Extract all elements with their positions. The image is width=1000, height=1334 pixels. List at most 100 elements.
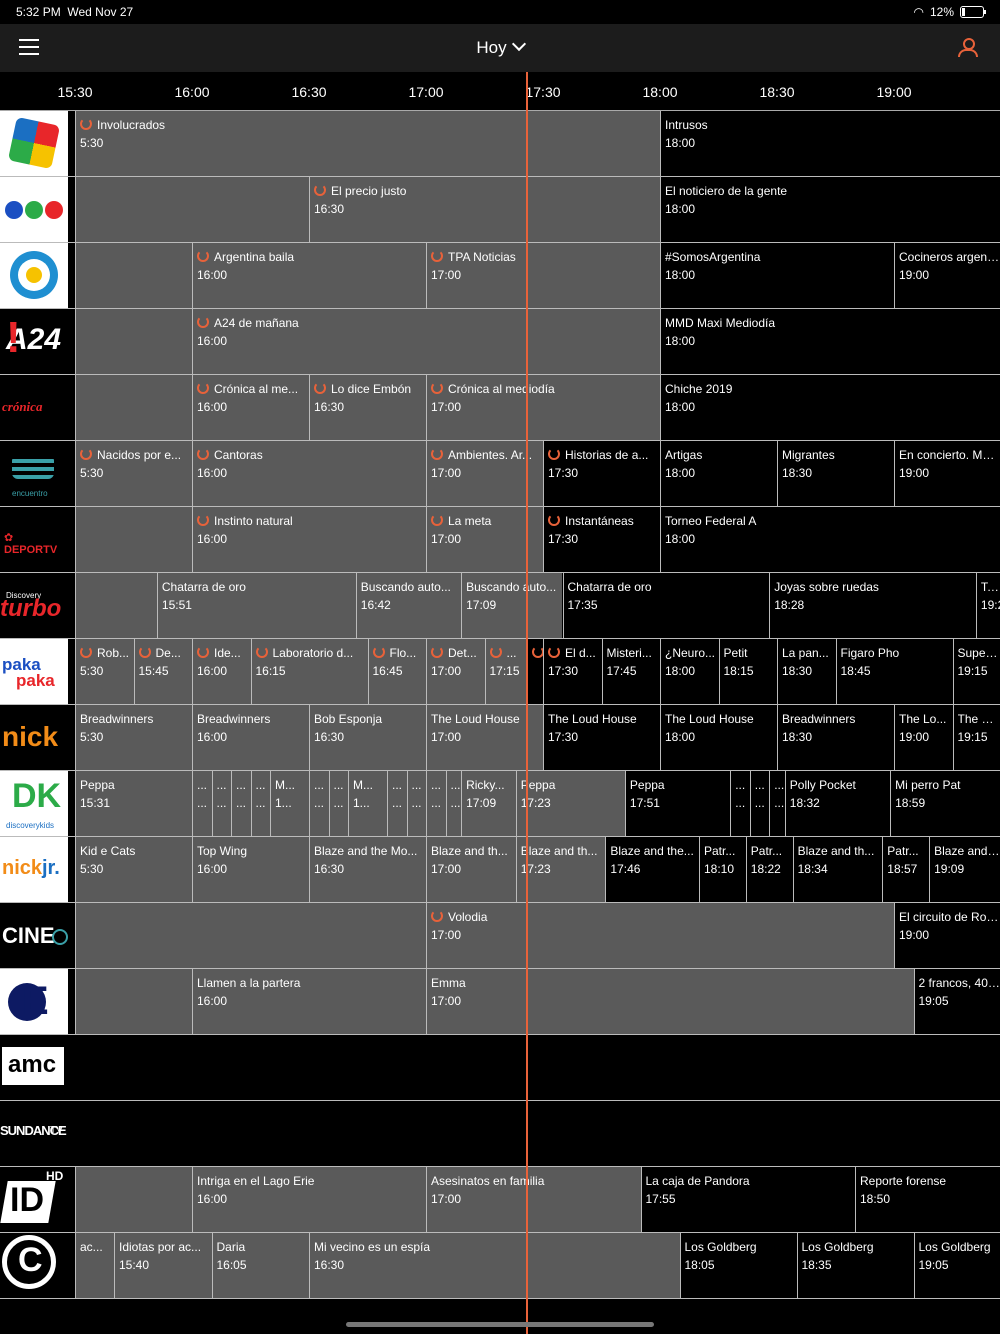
program-cell[interactable]: Polly Pocket 18:32: [784, 771, 891, 836]
program-cell[interactable]: ......: [250, 771, 270, 836]
program-cell[interactable]: ......: [387, 771, 407, 836]
program-cell[interactable]: A24 de mañana 16:00: [192, 309, 660, 374]
program-cell[interactable]: Flo... 16:45: [367, 639, 426, 704]
amc-icon[interactable]: amc: [0, 1035, 68, 1100]
el-trece-icon[interactable]: [0, 177, 68, 242]
home-indicator[interactable]: [346, 1322, 654, 1327]
program-cell[interactable]: Llamen a la partera 16:00: [192, 969, 426, 1034]
program-cell[interactable]: Intriga en el Lago Erie 16:00: [192, 1167, 426, 1232]
program-cell[interactable]: Chatarra de oro 15:51: [156, 573, 356, 638]
program-cell[interactable]: Chiche 2019 18:00: [660, 375, 1000, 440]
program-cell[interactable]: El d... 17:30: [543, 639, 602, 704]
tv-publica-icon[interactable]: [0, 243, 68, 308]
program-cell[interactable]: Superi... 19:15: [952, 639, 1000, 704]
program-cell[interactable]: Bob Esponja 16:30: [309, 705, 426, 770]
program-cell[interactable]: ¿Neuro... 18:00: [660, 639, 719, 704]
program-cell[interactable]: En concierto. Música 19:00: [894, 441, 1000, 506]
program-cell[interactable]: Argentina baila 16:00: [192, 243, 426, 308]
program-cell[interactable]: Det... 17:00: [426, 639, 485, 704]
program-cell[interactable]: #SomosArgentina 18:00: [660, 243, 894, 308]
program-cell[interactable]: ......: [445, 771, 462, 836]
nick-jr-icon[interactable]: nick jr.: [0, 837, 68, 902]
pakapaka-icon[interactable]: paka paka: [0, 639, 68, 704]
epg-grid[interactable]: Involucrados 5:30 Intrusos 18:00 El precio j…: [0, 111, 1000, 1311]
program-cell[interactable]: Blaze and th... 17:00: [426, 837, 516, 902]
program-cell[interactable]: Emma 17:00: [426, 969, 914, 1034]
program-cell[interactable]: ......: [426, 771, 446, 836]
program-cell[interactable]: Cocineros argentinos 19:00: [894, 243, 1000, 308]
program-cell[interactable]: ac...: [75, 1233, 114, 1298]
program-cell[interactable]: Joyas sobre ruedas 18:28: [769, 573, 976, 638]
day-selector[interactable]: Hoy: [0, 36, 1000, 58]
program-cell[interactable]: Daria 16:05: [211, 1233, 309, 1298]
program-cell[interactable]: Historias de a... 17:30: [543, 441, 660, 506]
program-cell[interactable]: Top Wing 16:00: [192, 837, 309, 902]
encuentro-icon[interactable]: encuentro: [0, 441, 68, 506]
program-cell[interactable]: Artigas 18:00: [660, 441, 777, 506]
program-cell[interactable]: La meta 17:00: [426, 507, 543, 572]
user-profile-icon[interactable]: [958, 38, 978, 58]
program-cell[interactable]: El circuito de Román 19:00: [894, 903, 1000, 968]
a24-icon[interactable]: A24!: [0, 309, 68, 374]
program-cell[interactable]: Ide... 16:00: [192, 639, 251, 704]
program-cell[interactable]: Ambientes. Ar... 17:00: [426, 441, 543, 506]
program-cell[interactable]: Mi vecino es un espía 16:30: [309, 1233, 680, 1298]
program-cell[interactable]: Intrusos 18:00: [660, 111, 1000, 176]
program-cell[interactable]: ......: [328, 771, 348, 836]
telefe-icon[interactable]: [0, 111, 68, 176]
program-cell[interactable]: ......: [231, 771, 251, 836]
program-cell[interactable]: El noticiero de la gente 18:00: [660, 177, 992, 242]
program-cell[interactable]: Breadwinners 18:30: [777, 705, 894, 770]
canal-e-icon[interactable]: E: [0, 969, 68, 1034]
program-cell[interactable]: Los Goldberg 19:05: [913, 1233, 1000, 1298]
program-cell[interactable]: Buscando auto... 17:09: [461, 573, 563, 638]
cine-ar-icon[interactable]: CINE: [0, 903, 68, 968]
program-cell[interactable]: Lo dice Embón 16:30: [309, 375, 426, 440]
program-cell[interactable]: Migrantes 18:30: [777, 441, 894, 506]
program-cell[interactable]: Volodia 17:00: [426, 903, 894, 968]
program-cell[interactable]: The Loud House 17:30: [543, 705, 660, 770]
program-cell[interactable]: Petit 18:15: [718, 639, 777, 704]
program-cell[interactable]: The Loud House 18:00: [660, 705, 777, 770]
program-cell[interactable]: ......: [730, 771, 750, 836]
program-cell[interactable]: The Loud House 17:00: [426, 705, 543, 770]
sundance-tv-icon[interactable]: SUNDANCE TV: [0, 1101, 68, 1166]
program-cell[interactable]: Involucrados 5:30: [75, 111, 660, 176]
program-cell[interactable]: Laboratorio d... 16:15: [250, 639, 368, 704]
program-cell[interactable]: ......: [749, 771, 770, 836]
program-cell[interactable]: Kid e Cats 5:30: [75, 837, 192, 902]
program-cell[interactable]: Breadwinners 16:00: [192, 705, 309, 770]
program-cell[interactable]: ......: [406, 771, 426, 836]
discovery-turbo-icon[interactable]: Discovery turbo: [0, 573, 68, 638]
cronica-icon[interactable]: crónica: [0, 375, 68, 440]
program-cell[interactable]: Idiotas por ac... 15:40: [114, 1233, 212, 1298]
program-cell[interactable]: Texas 19:21: [975, 573, 1000, 638]
program-cell[interactable]: La caja de Pandora 17:55: [640, 1167, 855, 1232]
program-cell[interactable]: TPA Noticias 17:00: [426, 243, 660, 308]
program-cell[interactable]: Peppa 15:31: [75, 771, 192, 836]
program-cell[interactable]: The Lo... 19:00: [894, 705, 953, 770]
program-cell[interactable]: Nacidos por e... 5:30: [75, 441, 192, 506]
program-cell[interactable]: Blaze and the... 17:46: [605, 837, 699, 902]
program-cell[interactable]: ......: [309, 771, 329, 836]
program-cell[interactable]: Blaze and th... 17:23: [515, 837, 606, 902]
program-cell[interactable]: ... 17:15: [484, 639, 528, 704]
program-cell[interactable]: Patr... 18:10: [699, 837, 746, 902]
comedy-central-icon[interactable]: C: [0, 1233, 68, 1298]
program-cell[interactable]: Peppa 17:51: [624, 771, 731, 836]
hamburger-menu-icon[interactable]: [19, 39, 39, 55]
program-cell[interactable]: M... 1...: [270, 771, 309, 836]
program-cell[interactable]: Patr... 18:57: [882, 837, 930, 902]
program-cell[interactable]: Los Goldberg 18:35: [796, 1233, 914, 1298]
program-cell[interactable]: De... 15:45: [133, 639, 192, 704]
program-cell[interactable]: Breadwinners 5:30: [75, 705, 192, 770]
program-cell[interactable]: Torneo Federal A 18:00: [660, 507, 1000, 572]
program-cell[interactable]: El precio justo 16:30: [309, 177, 660, 242]
program-cell[interactable]: [527, 639, 543, 704]
program-cell[interactable]: Misteri... 17:45: [601, 639, 660, 704]
program-cell[interactable]: Blaze and th... 19:09: [929, 837, 1000, 902]
program-cell[interactable]: Reporte forense 18:50: [855, 1167, 1000, 1232]
program-cell[interactable]: Instinto natural 16:00: [192, 507, 426, 572]
program-cell[interactable]: MMD Maxi Mediodía 18:00: [660, 309, 1000, 374]
program-cell[interactable]: ......: [192, 771, 212, 836]
